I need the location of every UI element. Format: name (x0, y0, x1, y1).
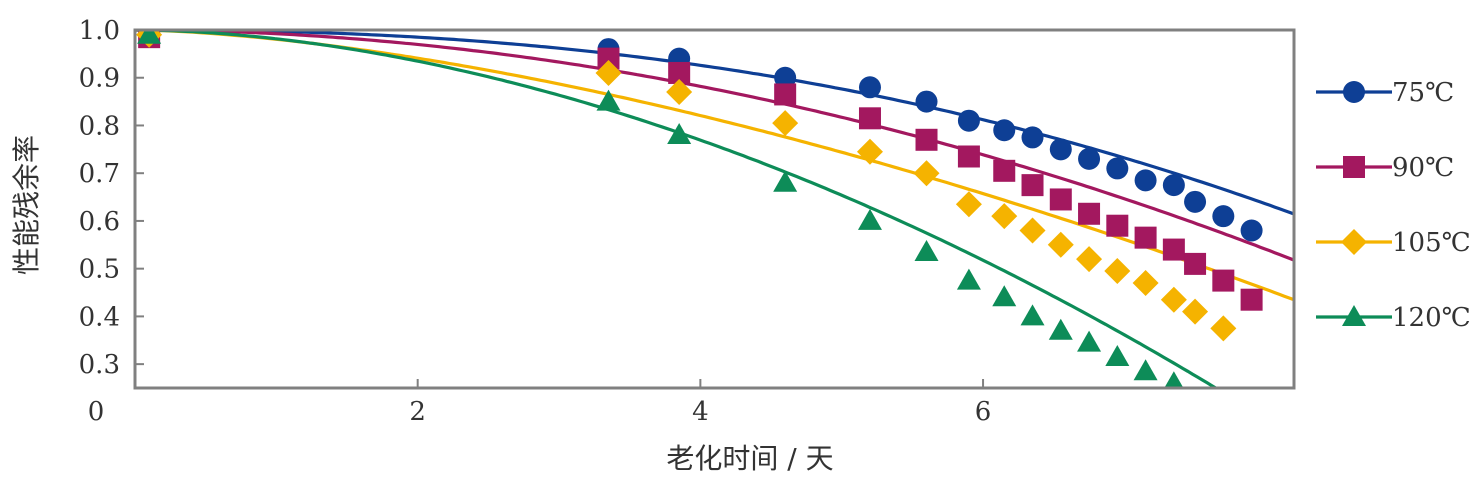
data-point-series-4 (956, 268, 981, 290)
data-point-series-1 (915, 90, 938, 113)
data-point-series-3 (666, 79, 693, 106)
data-point-series-3 (595, 59, 622, 86)
x-axis: 2 4 6 (409, 379, 991, 427)
data-point-series-3 (1076, 246, 1103, 273)
y-tick-label: 0.6 (79, 207, 120, 237)
data-point-series-4 (857, 208, 882, 230)
data-point-series-1 (1240, 219, 1263, 242)
y-tick-label: 1.0 (79, 16, 120, 46)
data-point-series-3 (991, 203, 1018, 230)
data-point-series-3 (1160, 286, 1187, 313)
data-point-series-3 (1047, 231, 1074, 258)
data-point-series-2 (993, 159, 1016, 182)
legend: 75℃ 90℃ 105℃ 120℃ (1316, 78, 1471, 333)
legend-marker-2 (1343, 156, 1365, 178)
legend-label-1: 75℃ (1392, 78, 1454, 108)
data-point-series-3 (856, 138, 883, 165)
data-point-series-3 (1132, 269, 1159, 296)
x-tick-label: 6 (975, 397, 992, 427)
data-point-series-2 (1049, 188, 1072, 211)
x-tick-label: 2 (409, 397, 426, 427)
y-tick-label: 0.3 (79, 350, 120, 380)
data-point-series-1 (1134, 169, 1157, 192)
data-point-series-1 (993, 119, 1016, 142)
y-axis: 0.3 0.4 0.5 0.6 0.7 0.8 0.9 1.0 (79, 16, 144, 380)
data-point-series-2 (1212, 269, 1235, 292)
data-point-series-3 (1104, 258, 1131, 285)
data-markers (136, 30, 1263, 388)
y-axis-title: 性能残余率 (10, 135, 43, 275)
data-point-series-2 (1106, 214, 1129, 237)
data-point-series-4 (667, 123, 692, 145)
data-point-series-3 (1182, 298, 1209, 325)
data-point-series-1 (774, 66, 797, 89)
data-point-series-4 (137, 30, 162, 44)
data-point-series-1 (1162, 174, 1185, 197)
data-point-series-1 (1078, 147, 1101, 170)
data-point-series-1 (1106, 157, 1129, 180)
y-tick-label: 0.4 (79, 302, 120, 332)
y-tick-label: 0.9 (79, 64, 120, 94)
legend-label-4: 120℃ (1392, 303, 1471, 333)
data-point-series-4 (1077, 330, 1102, 352)
data-point-series-2 (668, 61, 691, 84)
data-point-series-2 (1078, 202, 1101, 225)
y-tick-label: 0.8 (79, 111, 120, 141)
data-point-series-2 (774, 83, 797, 106)
legend-label-3: 105℃ (1392, 228, 1471, 258)
data-point-series-4 (1048, 318, 1073, 340)
data-point-series-2 (858, 107, 881, 130)
y-tick-label: 0.5 (79, 255, 120, 285)
data-point-series-2 (1184, 252, 1207, 275)
data-point-series-3 (955, 191, 982, 218)
legend-marker-3 (1341, 229, 1367, 255)
data-point-series-2 (957, 145, 980, 168)
data-point-series-1 (957, 109, 980, 132)
data-point-series-1 (1184, 190, 1207, 213)
plot-frame (133, 28, 1296, 390)
data-point-series-3 (913, 160, 940, 187)
y-tick-label: 0.7 (79, 159, 120, 189)
data-point-series-4 (1020, 304, 1045, 326)
data-point-series-3 (1019, 217, 1046, 244)
data-point-series-4 (1164, 371, 1184, 388)
data-point-series-3 (772, 110, 799, 137)
x-tick-label: 4 (692, 397, 709, 427)
data-point-series-1 (1212, 205, 1235, 228)
data-point-series-4 (1133, 359, 1158, 381)
data-point-series-4 (1105, 344, 1130, 366)
legend-label-2: 90℃ (1392, 153, 1454, 183)
series-line-4 (135, 30, 1219, 388)
legend-marker-4 (1342, 305, 1366, 326)
x-axis-title: 老化时间 / 天 (666, 442, 833, 475)
series-line-2 (135, 30, 1294, 262)
data-point-series-2 (1021, 174, 1044, 197)
data-point-series-1 (858, 76, 881, 99)
legend-marker-1 (1343, 81, 1365, 103)
x-origin-label: 0 (88, 397, 105, 427)
data-point-series-4 (992, 285, 1017, 307)
data-point-series-2 (1162, 238, 1185, 261)
fit-curves (135, 30, 1294, 388)
data-point-series-4 (596, 89, 621, 111)
data-point-series-4 (914, 239, 939, 261)
data-point-series-2 (915, 128, 938, 151)
data-point-series-3 (1210, 315, 1237, 342)
data-point-series-1 (1021, 126, 1044, 149)
data-point-series-1 (1049, 138, 1072, 161)
data-point-series-2 (1240, 288, 1263, 311)
data-point-series-2 (1134, 226, 1157, 249)
data-point-series-2 (597, 47, 620, 70)
data-point-series-4 (773, 170, 798, 192)
series-line-1 (135, 30, 1294, 216)
